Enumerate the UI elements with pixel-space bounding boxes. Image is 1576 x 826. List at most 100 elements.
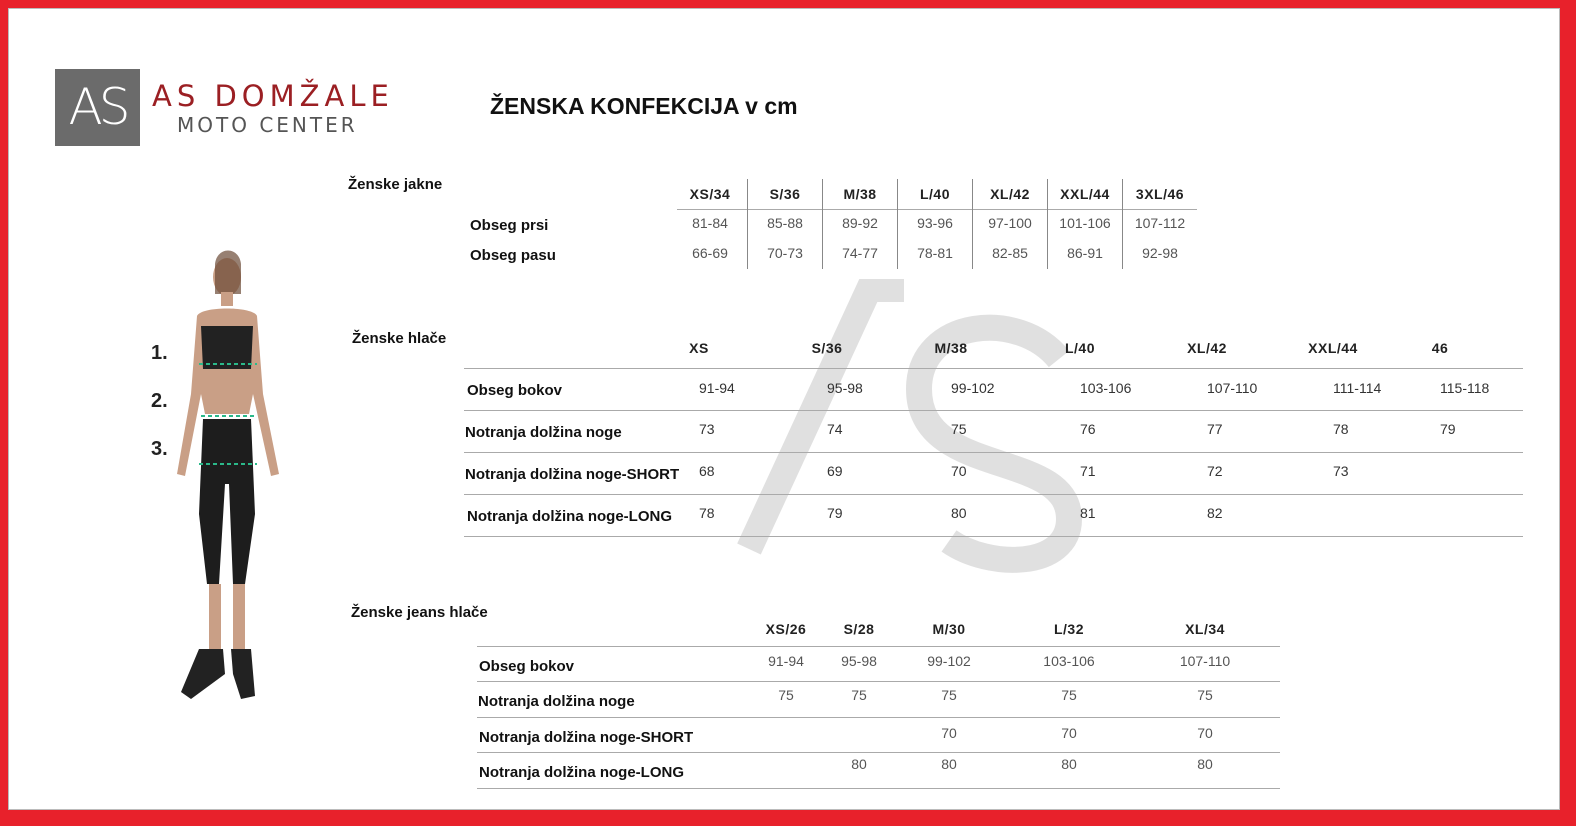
pants-size-header: S/36 <box>811 340 843 356</box>
divider <box>464 452 1523 453</box>
jackets-cell: 107-112 <box>1134 215 1186 231</box>
jeans-cell: 80 <box>851 756 867 772</box>
pants-cell: 115-118 <box>1440 380 1490 396</box>
pants-cell: 69 <box>827 463 843 479</box>
jackets-size-header: XS/34 <box>689 186 731 202</box>
logo-mark: AS <box>68 78 131 136</box>
jackets-cell: 81-84 <box>692 215 728 231</box>
jackets-cell: 78-81 <box>917 245 953 261</box>
jeans-cell: 80 <box>1061 756 1077 772</box>
jackets-cell: 101-106 <box>1059 215 1111 231</box>
jackets-size-header: S/36 <box>769 186 801 202</box>
jeans-cell: 107-110 <box>1179 653 1231 669</box>
pants-cell: 80 <box>951 505 967 521</box>
pants-cell: 73 <box>1333 463 1349 479</box>
jeans-cell: 70 <box>1061 725 1077 741</box>
pants-size-header: M/38 <box>934 340 968 356</box>
pants-cell: 79 <box>1440 421 1456 437</box>
pants-cell: 70 <box>951 463 967 479</box>
jackets-cell: 66-69 <box>692 245 728 261</box>
pants-row-label: Obseg bokov <box>467 382 563 399</box>
pants-size-header: L/40 <box>1064 340 1096 356</box>
divider <box>464 410 1523 411</box>
divider <box>822 179 823 269</box>
jackets-cell: 93-96 <box>917 215 953 231</box>
pants-title: Ženske hlače <box>352 330 447 347</box>
pants-cell: 71 <box>1080 463 1096 479</box>
size-chart-page: AS AS DOMŽALE MOTO CENTER ŽENSKA KONFEKC… <box>8 8 1560 810</box>
jeans-cell: 75 <box>778 687 794 703</box>
marker-3: 3. <box>151 438 168 460</box>
pants-cell: 81 <box>1080 505 1096 521</box>
pants-cell: 99-102 <box>951 380 995 396</box>
jackets-cell: 85-88 <box>767 215 803 231</box>
jeans-cell: 75 <box>1061 687 1077 703</box>
pants-size-header: 46 <box>1431 340 1449 356</box>
marker-1: 1. <box>151 342 168 364</box>
pants-cell: 111-114 <box>1333 380 1382 396</box>
pants-cell: 82 <box>1207 505 1223 521</box>
jeans-cell: 80 <box>941 756 957 772</box>
divider <box>1047 179 1048 269</box>
pants-cell: 95-98 <box>827 380 863 396</box>
pants-size-header: XXL/44 <box>1308 340 1358 356</box>
divider <box>972 179 973 269</box>
logo-brand: AS DOMŽALE <box>152 79 394 113</box>
jackets-size-header: 3XL/46 <box>1135 186 1185 202</box>
pants-cell: 78 <box>699 505 715 521</box>
jackets-row-label: Obseg pasu <box>470 247 556 264</box>
jeans-size-header: S/28 <box>843 621 875 637</box>
pants-cell: 107-110 <box>1207 380 1258 396</box>
pants-size-header: XL/42 <box>1187 340 1227 356</box>
jeans-row-label: Notranja dolžina noge-LONG <box>479 764 684 781</box>
jeans-cell: 95-98 <box>841 653 877 669</box>
jackets-cell: 89-92 <box>842 215 878 231</box>
jeans-cell: 75 <box>1197 687 1213 703</box>
pants-row-label: Notranja dolžina noge-LONG <box>467 508 672 525</box>
pants-cell: 79 <box>827 505 843 521</box>
divider <box>477 646 1280 647</box>
pants-cell: 78 <box>1333 421 1349 437</box>
watermark-logo <box>737 279 1083 573</box>
jeans-title: Ženske jeans hlače <box>351 604 488 621</box>
logo: AS <box>55 69 140 146</box>
pants-cell: 75 <box>951 421 967 437</box>
jackets-cell: 70-73 <box>767 245 803 261</box>
divider <box>464 368 1523 369</box>
marker-2: 2. <box>151 390 168 412</box>
divider <box>1122 179 1123 269</box>
jeans-row-label: Notranja dolžina noge-SHORT <box>479 729 694 746</box>
pants-row-label: Notranja dolžina noge <box>465 424 622 441</box>
pants-cell: 103-106 <box>1080 380 1132 396</box>
jeans-row-label: Notranja dolžina noge <box>478 693 635 710</box>
jeans-cell: 70 <box>1197 725 1213 741</box>
jeans-cell: 70 <box>941 725 957 741</box>
divider <box>464 536 1523 537</box>
pants-cell: 73 <box>699 421 715 437</box>
divider <box>477 752 1280 753</box>
jackets-cell: 92-98 <box>1142 245 1178 261</box>
jeans-size-header: M/30 <box>932 621 966 637</box>
jackets-size-header: L/40 <box>919 186 951 202</box>
jeans-cell: 91-94 <box>768 653 804 669</box>
divider <box>477 681 1280 682</box>
pants-cell: 68 <box>699 463 715 479</box>
pants-cell: 74 <box>827 421 843 437</box>
pants-size-header: XS <box>689 340 709 356</box>
jeans-cell: 75 <box>941 687 957 703</box>
pants-row-label: Notranja dolžina noge-SHORT <box>465 466 680 483</box>
jeans-cell: 99-102 <box>927 653 971 669</box>
jackets-size-header: XL/42 <box>990 186 1030 202</box>
jackets-size-header: XXL/44 <box>1060 186 1110 202</box>
jeans-size-header: L/32 <box>1053 621 1085 637</box>
jackets-cell: 74-77 <box>842 245 878 261</box>
jeans-cell: 75 <box>851 687 867 703</box>
pants-cell: 76 <box>1080 421 1096 437</box>
jeans-row-label: Obseg bokov <box>479 658 575 675</box>
page-title: ŽENSKA KONFEKCIJA v cm <box>490 93 798 119</box>
jackets-row-label: Obseg prsi <box>470 217 549 234</box>
jackets-cell: 82-85 <box>992 245 1028 261</box>
divider <box>464 494 1523 495</box>
divider <box>477 788 1280 789</box>
divider <box>677 209 1197 210</box>
